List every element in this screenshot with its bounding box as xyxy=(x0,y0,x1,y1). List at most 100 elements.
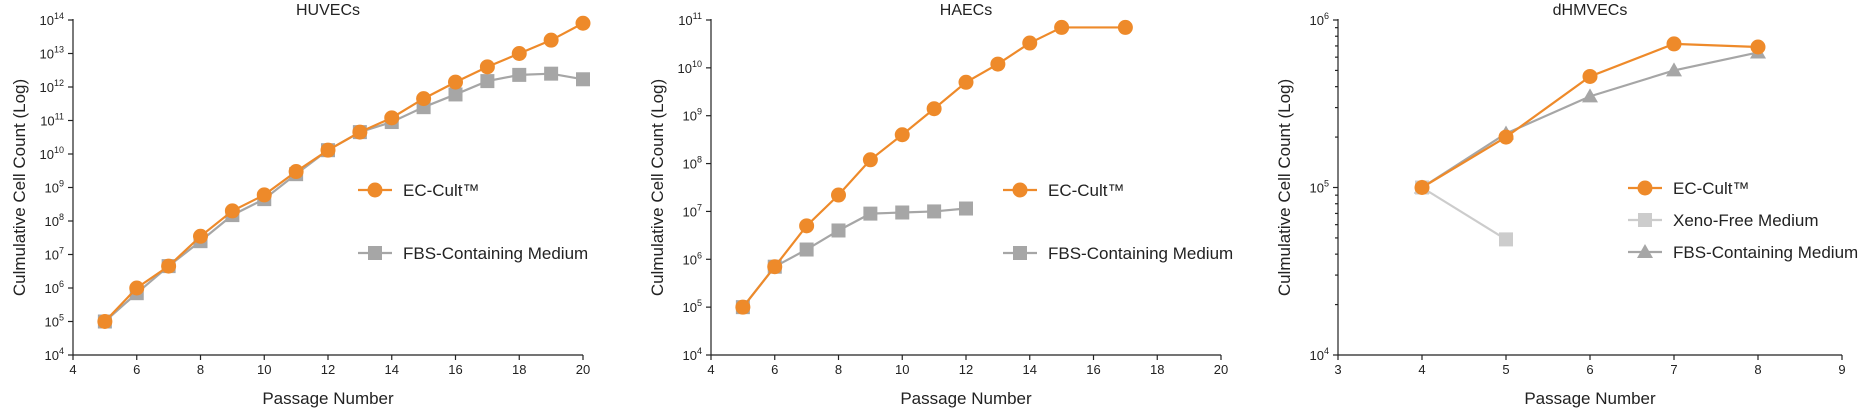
data-point xyxy=(799,242,814,257)
legend-marker xyxy=(1637,244,1653,258)
data-point xyxy=(735,299,751,315)
data-point xyxy=(895,205,910,220)
chart-panel-2: dHMVECs 3 4 5 6 7 8 9 104 105 106 Passage Number Cul… xyxy=(1275,2,1858,408)
y-tick-label: 106 xyxy=(1310,11,1329,28)
data-point xyxy=(927,204,942,219)
series-line xyxy=(104,22,584,323)
x-tick-label: 14 xyxy=(385,362,399,377)
y-tick-label: 109 xyxy=(45,179,64,196)
x-tick-label: 14 xyxy=(1023,362,1037,377)
chart-title: dHMVECs xyxy=(1553,2,1628,19)
legend-marker xyxy=(1638,213,1652,227)
x-tick-label: 8 xyxy=(835,362,842,377)
y-tick-label: 106 xyxy=(45,279,64,296)
y-tick-label: 1012 xyxy=(40,78,64,95)
data-point xyxy=(576,72,590,87)
data-point xyxy=(1414,180,1430,195)
y-tick-label: 105 xyxy=(45,313,64,330)
data-point xyxy=(831,187,846,203)
legend-item: EC-Cult™ xyxy=(1003,181,1125,200)
data-point xyxy=(480,74,495,89)
data-point xyxy=(448,74,463,90)
legend-item: EC-Cult™ xyxy=(1628,179,1750,198)
y-tick-label: 1011 xyxy=(678,11,702,28)
legend-marker xyxy=(367,182,383,198)
x-tick-label: 16 xyxy=(1086,362,1100,377)
y-tick-label: 1010 xyxy=(678,59,702,76)
legend-item: EC-Cult™ xyxy=(358,181,480,200)
x-tick-label: 12 xyxy=(959,362,973,377)
legend-item: Xeno-Free Medium xyxy=(1628,211,1819,230)
series-line xyxy=(104,72,584,323)
data-point xyxy=(1498,129,1514,145)
x-tick-label: 9 xyxy=(1838,362,1845,377)
legend-label: FBS-Containing Medium xyxy=(1673,243,1858,262)
legend-item: FBS-Containing Medium xyxy=(358,244,588,263)
x-tick-label: 12 xyxy=(321,362,335,377)
data-point xyxy=(320,142,336,158)
data-point xyxy=(1117,19,1133,35)
data-point xyxy=(352,124,368,140)
data-point xyxy=(512,67,527,82)
legend-marker xyxy=(1012,182,1028,198)
y-axis-title: Culmulative Cell Count (Log) xyxy=(1275,79,1294,296)
data-point xyxy=(959,201,973,216)
y-tick-label: 108 xyxy=(45,212,64,229)
data-point xyxy=(384,110,400,126)
x-tick-label: 4 xyxy=(707,362,714,377)
x-tick-label: 10 xyxy=(257,362,271,377)
data-point xyxy=(831,223,846,238)
y-tick-label: 105 xyxy=(1310,179,1329,196)
x-tick-label: 8 xyxy=(197,362,204,377)
x-tick-label: 6 xyxy=(133,362,140,377)
data-point xyxy=(926,101,942,117)
data-point xyxy=(543,32,559,48)
x-tick-label: 5 xyxy=(1502,362,1509,377)
data-point xyxy=(1582,88,1598,103)
data-point xyxy=(1499,232,1513,247)
data-point xyxy=(1666,36,1682,52)
chart-title: HUVECs xyxy=(296,2,360,19)
data-point xyxy=(479,59,495,75)
y-tick-label: 105 xyxy=(683,298,702,315)
x-tick-label: 18 xyxy=(1150,362,1164,377)
data-point xyxy=(1750,39,1766,55)
data-point xyxy=(863,206,878,221)
x-tick-label: 4 xyxy=(1418,362,1425,377)
y-axis-title: Culmulative Cell Count (Log) xyxy=(10,79,29,296)
data-point xyxy=(1054,19,1070,35)
y-tick-label: 1011 xyxy=(40,112,64,129)
data-point xyxy=(288,164,304,180)
series-line xyxy=(1421,186,1507,241)
x-tick-label: 16 xyxy=(448,362,462,377)
y-tick-label: 1014 xyxy=(40,11,64,28)
legend-marker xyxy=(1013,246,1027,260)
legend-label: FBS-Containing Medium xyxy=(1048,244,1233,263)
x-tick-label: 6 xyxy=(1586,362,1593,377)
data-point xyxy=(1666,62,1682,77)
x-tick-label: 20 xyxy=(576,362,590,377)
y-tick-label: 107 xyxy=(683,202,702,219)
legend-marker xyxy=(368,246,382,260)
x-tick-label: 4 xyxy=(69,362,76,377)
data-point xyxy=(129,280,145,296)
data-point xyxy=(1022,35,1038,51)
data-point xyxy=(511,46,527,61)
y-tick-label: 108 xyxy=(683,155,702,172)
data-point xyxy=(416,91,432,107)
series-line xyxy=(742,26,1126,308)
y-tick-label: 104 xyxy=(683,346,702,363)
x-tick-label: 3 xyxy=(1334,362,1341,377)
legend-label: EC-Cult™ xyxy=(403,181,480,200)
chart-title: HAECs xyxy=(940,2,992,19)
data-point xyxy=(1582,68,1598,84)
y-tick-label: 1010 xyxy=(40,145,64,162)
data-point xyxy=(862,152,878,168)
legend-marker xyxy=(1637,180,1653,196)
data-point xyxy=(767,259,783,275)
data-point xyxy=(799,218,815,234)
data-point xyxy=(544,66,559,81)
y-tick-label: 106 xyxy=(683,250,702,267)
y-tick-label: 104 xyxy=(1310,346,1329,363)
